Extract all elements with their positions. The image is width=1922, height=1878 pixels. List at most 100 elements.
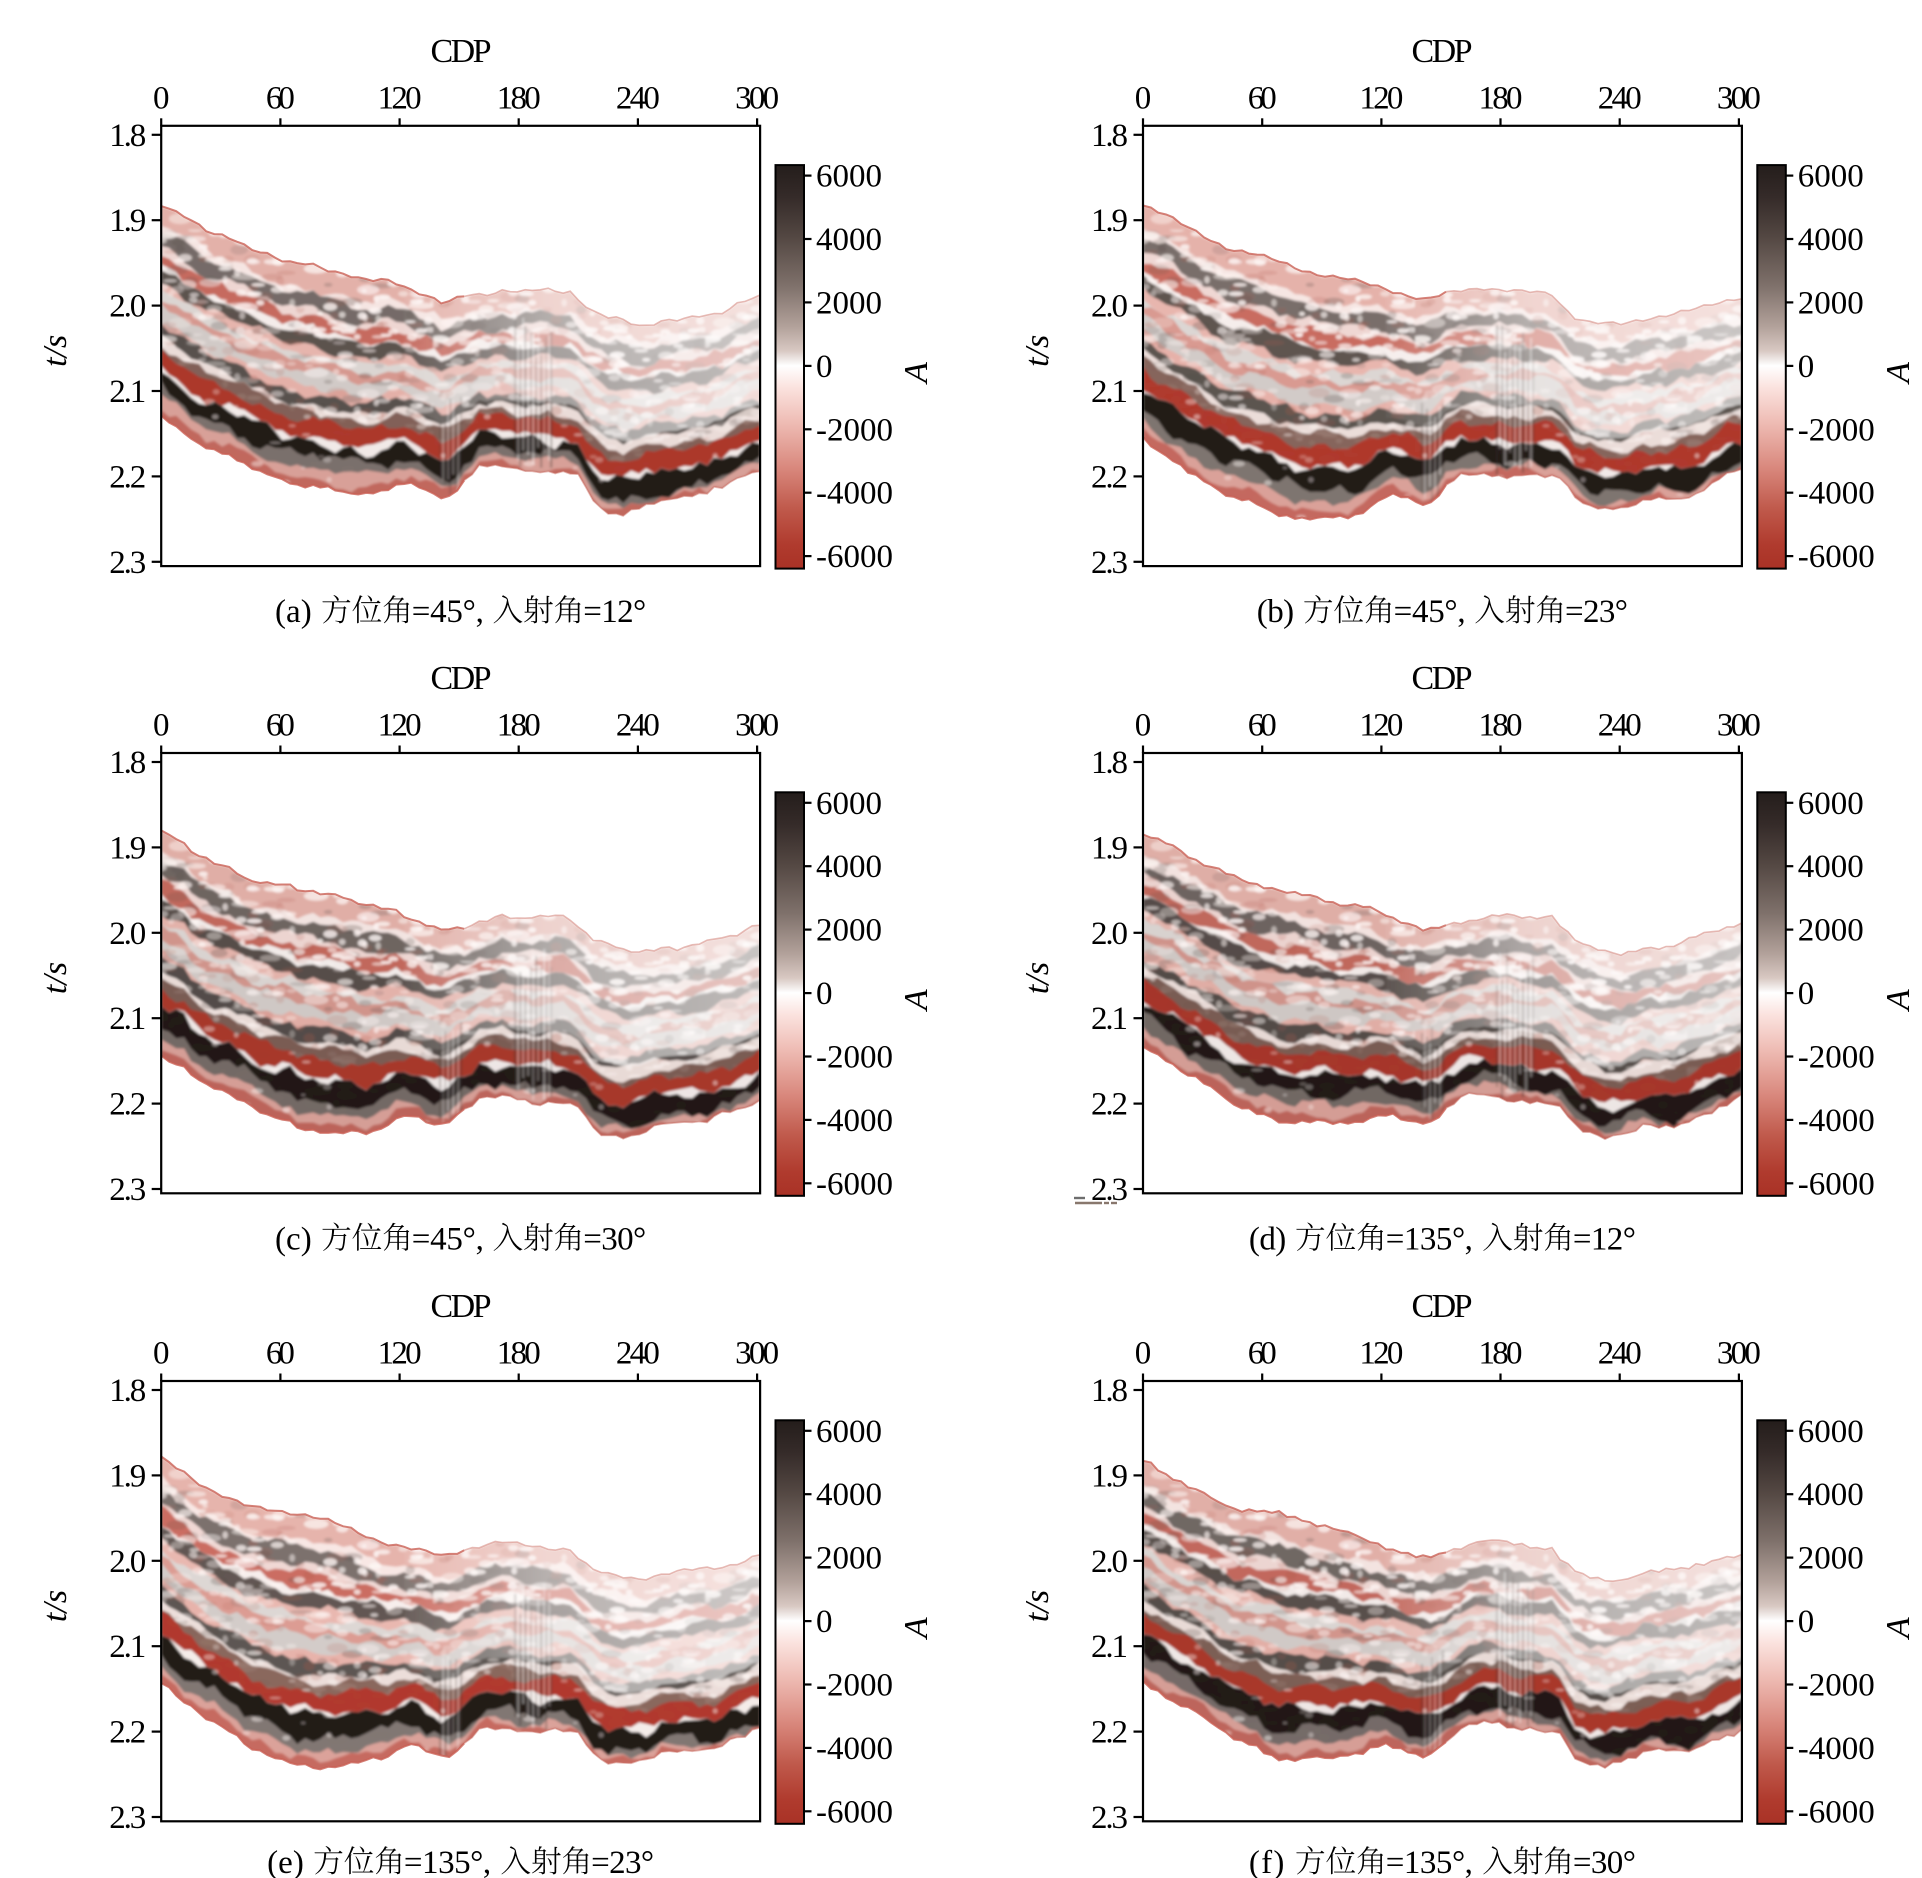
svg-text:-4000: -4000 <box>816 476 893 512</box>
svg-text:0: 0 <box>816 976 833 1012</box>
svg-text:-6000: -6000 <box>816 1794 893 1830</box>
svg-text:180: 180 <box>1479 708 1523 744</box>
svg-text:1.9: 1.9 <box>109 203 146 239</box>
svg-text:2.1: 2.1 <box>1091 1629 1128 1665</box>
svg-text:4000: 4000 <box>816 849 882 885</box>
svg-text:2.2: 2.2 <box>1091 1087 1128 1123</box>
svg-text:t/s: t/s <box>37 335 74 367</box>
svg-text:1.9: 1.9 <box>1091 830 1128 866</box>
svg-text:180: 180 <box>497 708 541 744</box>
svg-text:=45°,: =45°, <box>412 1222 492 1258</box>
svg-text:1.9: 1.9 <box>109 1458 146 1494</box>
svg-text:120: 120 <box>1359 708 1403 744</box>
svg-text:(a): (a) <box>275 594 320 630</box>
svg-text:0: 0 <box>1798 976 1815 1012</box>
svg-text:2.2: 2.2 <box>109 459 146 495</box>
svg-text:2.1: 2.1 <box>1091 374 1128 410</box>
svg-text:2000: 2000 <box>816 285 882 321</box>
svg-text:(c): (c) <box>275 1222 320 1258</box>
svg-text:1.8: 1.8 <box>1091 1373 1128 1409</box>
svg-text:-4000: -4000 <box>816 1731 893 1767</box>
svg-text:-2000: -2000 <box>1798 1668 1875 1704</box>
svg-text:CDP: CDP <box>431 660 492 697</box>
svg-text:240: 240 <box>616 1336 660 1372</box>
svg-text:1.9: 1.9 <box>109 830 146 866</box>
svg-text:6000: 6000 <box>1798 786 1864 822</box>
svg-text:0: 0 <box>1798 1604 1815 1640</box>
svg-text:300: 300 <box>1717 80 1761 116</box>
svg-text:2.0: 2.0 <box>109 1544 146 1580</box>
svg-text:2.3: 2.3 <box>1091 1800 1128 1836</box>
svg-text:=135°,: =135°, <box>1386 1222 1481 1258</box>
svg-text:(f): (f) <box>1249 1845 1294 1878</box>
svg-text:CDP: CDP <box>1412 1288 1473 1325</box>
svg-text:300: 300 <box>1717 1336 1761 1372</box>
svg-text:300: 300 <box>735 1336 779 1372</box>
svg-text:-2000: -2000 <box>816 1668 893 1704</box>
svg-text:1.8: 1.8 <box>1091 745 1128 781</box>
svg-text:1.8: 1.8 <box>109 1373 146 1409</box>
svg-text:t/s: t/s <box>37 1590 74 1622</box>
svg-text:180: 180 <box>1479 80 1523 116</box>
svg-text:1.8: 1.8 <box>109 118 146 154</box>
svg-text:2.0: 2.0 <box>1091 916 1128 952</box>
svg-text:2.1: 2.1 <box>109 1629 146 1665</box>
svg-text:CDP: CDP <box>1412 660 1473 697</box>
svg-text:CDP: CDP <box>431 1288 492 1325</box>
svg-text:0: 0 <box>1135 1336 1152 1372</box>
svg-text:0: 0 <box>153 80 170 116</box>
svg-text:2.1: 2.1 <box>1091 1001 1128 1037</box>
svg-text:6000: 6000 <box>816 786 882 822</box>
svg-text:120: 120 <box>378 1336 422 1372</box>
svg-text:-2000: -2000 <box>816 412 893 448</box>
svg-text:=23°: =23° <box>1565 594 1628 630</box>
svg-text:2.1: 2.1 <box>109 1001 146 1037</box>
svg-text:6000: 6000 <box>1798 1414 1864 1450</box>
svg-text:1.8: 1.8 <box>109 745 146 781</box>
svg-text:-4000: -4000 <box>1798 1103 1875 1139</box>
svg-text:2000: 2000 <box>816 913 882 949</box>
svg-text:60: 60 <box>1248 1336 1277 1372</box>
svg-text:-4000: -4000 <box>1798 476 1875 512</box>
svg-text:4000: 4000 <box>1798 1477 1864 1513</box>
svg-text:6000: 6000 <box>816 1414 882 1450</box>
svg-text:(d): (d) <box>1249 1222 1294 1258</box>
svg-text:A: A <box>1880 989 1917 1012</box>
svg-text:t/s: t/s <box>1019 335 1056 367</box>
svg-text:300: 300 <box>735 80 779 116</box>
svg-text:2000: 2000 <box>1798 913 1864 949</box>
svg-text:300: 300 <box>1717 708 1761 744</box>
svg-text:CDP: CDP <box>431 33 492 70</box>
svg-text:2000: 2000 <box>816 1541 882 1577</box>
svg-text:1.8: 1.8 <box>1091 118 1128 154</box>
svg-text:2.0: 2.0 <box>1091 1544 1128 1580</box>
svg-text:0: 0 <box>153 708 170 744</box>
svg-text:2.2: 2.2 <box>109 1087 146 1123</box>
svg-text:=135°,: =135°, <box>1386 1845 1481 1878</box>
svg-text:60: 60 <box>1248 708 1277 744</box>
svg-text:-6000: -6000 <box>1798 539 1875 575</box>
svg-text:=12°: =12° <box>1573 1222 1636 1258</box>
svg-text:=12°: =12° <box>583 594 646 630</box>
svg-text:-4000: -4000 <box>816 1103 893 1139</box>
svg-text:2000: 2000 <box>1798 285 1864 321</box>
svg-text:60: 60 <box>266 1336 295 1372</box>
svg-text:180: 180 <box>497 1336 541 1372</box>
svg-text:=30°: =30° <box>583 1222 646 1258</box>
svg-text:A: A <box>1880 1617 1917 1640</box>
svg-text:t/s: t/s <box>37 962 74 994</box>
svg-text:240: 240 <box>1598 80 1642 116</box>
svg-text:A: A <box>898 362 935 385</box>
svg-text:1.9: 1.9 <box>1091 1458 1128 1494</box>
svg-text:120: 120 <box>1359 1336 1403 1372</box>
svg-text:180: 180 <box>497 80 541 116</box>
svg-text:2.3: 2.3 <box>109 1800 146 1836</box>
svg-text:-6000: -6000 <box>1798 1794 1875 1830</box>
svg-text:300: 300 <box>735 708 779 744</box>
svg-text:0: 0 <box>1135 80 1152 116</box>
svg-text:4000: 4000 <box>816 1477 882 1513</box>
svg-text:60: 60 <box>266 708 295 744</box>
svg-text:4000: 4000 <box>816 222 882 258</box>
svg-text:t/s: t/s <box>1019 1590 1056 1622</box>
svg-text:=45°,: =45°, <box>1394 594 1474 630</box>
